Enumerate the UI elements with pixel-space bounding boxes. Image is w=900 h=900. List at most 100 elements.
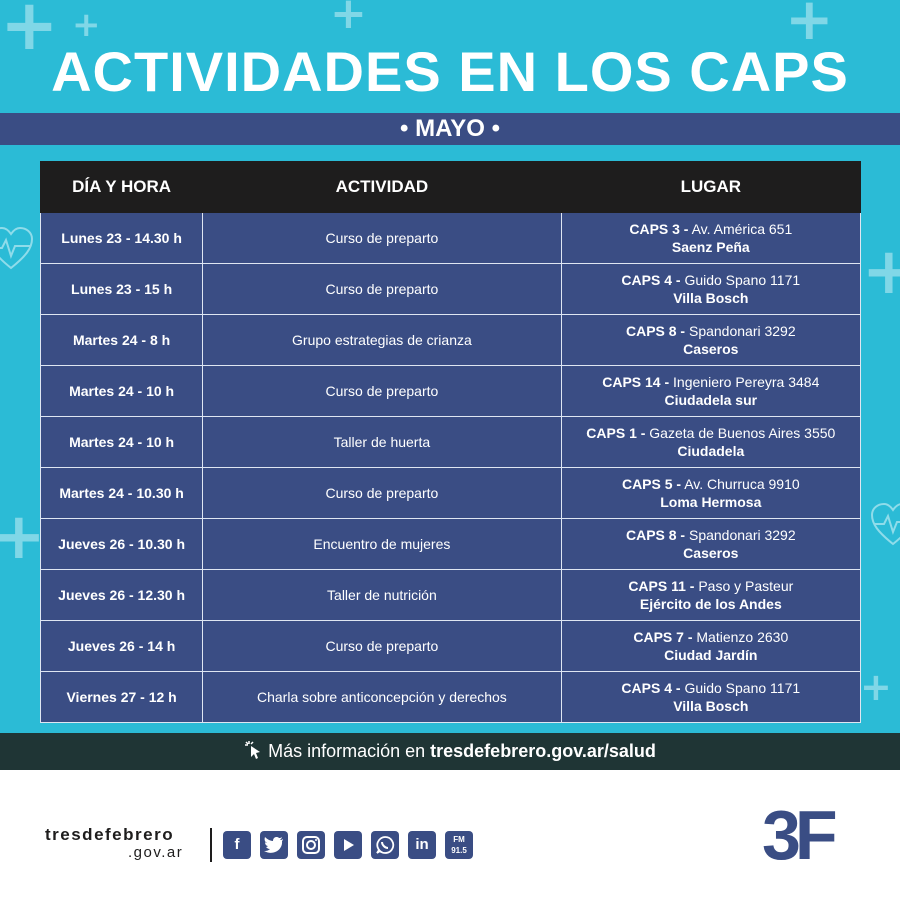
- info-link[interactable]: tresdefebrero.gov.ar/salud: [430, 741, 656, 761]
- cell-dia-hora: Lunes 23 - 14.30 h: [39, 212, 204, 264]
- table-header-row: DÍA Y HORA ACTIVIDAD LUGAR: [39, 161, 862, 213]
- info-prefix: Más información en: [268, 741, 431, 761]
- plus-decoration-icon: +: [862, 235, 900, 309]
- caps-address: Matienzo 2630: [696, 629, 789, 645]
- table-row: Martes 24 - 10 h Taller de huerta CAPS 1…: [39, 416, 862, 468]
- cell-dia-hora: Jueves 26 - 14 h: [39, 620, 204, 672]
- caps-number: CAPS 7 -: [633, 629, 693, 645]
- month-banner: [0, 113, 900, 145]
- table-row: Viernes 27 - 12 h Charla sobre anticonce…: [39, 671, 862, 723]
- cell-actividad: Curso de preparto: [202, 263, 562, 315]
- cell-actividad: Encuentro de mujeres: [202, 518, 562, 570]
- table-row: Martes 24 - 10.30 h Curso de preparto CA…: [39, 467, 862, 519]
- caps-number: CAPS 4 -: [621, 272, 681, 288]
- caps-address: Paso y Pasteur: [698, 578, 794, 594]
- caps-locality: Caseros: [683, 341, 739, 357]
- cell-actividad: Taller de nutrición: [202, 569, 562, 621]
- heart-pulse-icon: [870, 502, 900, 546]
- caps-number: CAPS 5 -: [621, 476, 682, 492]
- radio-fm-icon[interactable]: FM 91.5: [445, 831, 473, 859]
- table-row: Jueves 26 - 14 h Curso de preparto CAPS …: [39, 620, 862, 672]
- cell-lugar: CAPS 4 - Guido Spano 1171 Villa Bosch: [560, 263, 862, 315]
- brand-domain: .gov.ar: [128, 844, 184, 861]
- caps-locality: Villa Bosch: [673, 698, 749, 714]
- plus-decoration-icon: +: [330, 0, 367, 39]
- cell-lugar: CAPS 7 - Matienzo 2630 Ciudad Jardín: [560, 620, 862, 672]
- table-row: Martes 24 - 10 h Curso de preparto CAPS …: [39, 365, 862, 417]
- caps-number: CAPS 3 -: [629, 221, 689, 237]
- page-title: ACTIVIDADES EN LOS CAPS: [51, 40, 849, 103]
- month-label: • MAYO •: [400, 115, 500, 142]
- table-row: Martes 24 - 8 h Grupo estrategias de cri…: [39, 314, 862, 366]
- header-lugar: LUGAR: [560, 161, 862, 213]
- cell-dia-hora: Martes 24 - 10 h: [39, 416, 204, 468]
- cell-lugar: CAPS 4 - Guido Spano 1171 Villa Bosch: [560, 671, 862, 723]
- cell-dia-hora: Lunes 23 - 15 h: [39, 263, 204, 315]
- cell-dia-hora: Martes 24 - 8 h: [39, 314, 204, 366]
- caps-address: Spandonari 3292: [688, 527, 796, 543]
- plus-decoration-icon: +: [785, 0, 834, 53]
- cell-lugar: CAPS 3 - Av. América 651 Saenz Peña: [560, 212, 862, 264]
- cell-dia-hora: Jueves 26 - 12.30 h: [39, 569, 204, 621]
- caps-number: CAPS 4 -: [621, 680, 681, 696]
- brand-name: tresdefebrero: [45, 825, 175, 844]
- caps-locality: Ejército de los Andes: [639, 596, 782, 612]
- click-pointer-icon: [245, 741, 261, 759]
- cell-actividad: Curso de preparto: [202, 212, 562, 264]
- caps-locality: Villa Bosch: [673, 290, 749, 306]
- header-actividad: ACTIVIDAD: [202, 161, 562, 213]
- cell-actividad: Grupo estrategias de crianza: [202, 314, 562, 366]
- plus-decoration-icon: +: [860, 665, 892, 709]
- cell-lugar: CAPS 11 - Paso y Pasteur Ejército de los …: [560, 569, 862, 621]
- twitter-icon[interactable]: [260, 831, 288, 859]
- caps-locality: Saenz Peña: [671, 239, 750, 255]
- instagram-icon[interactable]: [297, 831, 325, 859]
- cell-dia-hora: Martes 24 - 10.30 h: [39, 467, 204, 519]
- caps-address: Av. Churruca 9910: [684, 476, 800, 492]
- caps-address: Guido Spano 1171: [684, 272, 801, 288]
- cell-actividad: Curso de preparto: [202, 620, 562, 672]
- caps-number: CAPS 8 -: [625, 527, 686, 543]
- cell-lugar: CAPS 14 - Ingeniero Pereyra 3484 Ciudadel…: [560, 365, 862, 417]
- cell-lugar: CAPS 5 - Av. Churruca 9910 Loma Hermosa: [560, 467, 862, 519]
- cell-dia-hora: Martes 24 - 10 h: [39, 365, 204, 417]
- cell-actividad: Curso de preparto: [202, 365, 562, 417]
- cell-lugar: CAPS 8 - Spandonari 3292 Caseros: [560, 314, 862, 366]
- cell-dia-hora: Jueves 26 - 10.30 h: [39, 518, 204, 570]
- heart-pulse-icon: [0, 226, 34, 270]
- caps-locality: Caseros: [683, 545, 739, 561]
- cell-actividad: Taller de huerta: [202, 416, 562, 468]
- linkedin-icon[interactable]: in: [408, 831, 436, 859]
- caps-locality: Ciudad Jardín: [664, 647, 758, 663]
- caps-address: Ingeniero Pereyra 3484: [673, 374, 820, 390]
- facebook-icon[interactable]: f: [223, 831, 251, 859]
- caps-address: Spandonari 3292: [688, 323, 796, 339]
- footer-divider: [210, 828, 212, 862]
- cell-lugar: CAPS 1 - Gazeta de Buenos Aires 3550 Ciud…: [560, 416, 862, 468]
- caps-number: CAPS 8 -: [625, 323, 686, 339]
- youtube-icon[interactable]: [334, 831, 362, 859]
- caps-address: Av. América 651: [691, 221, 793, 237]
- header-dia-hora: DÍA Y HORA: [39, 161, 204, 213]
- table-body: Lunes 23 - 14.30 h Curso de preparto CAP…: [39, 212, 862, 723]
- activities-table: DÍA Y HORA ACTIVIDAD LUGAR Lunes 23 - 14…: [39, 161, 862, 723]
- info-text: Más información en tresdefebrero.gov.ar/…: [0, 733, 900, 770]
- info-bar: [0, 733, 900, 770]
- plus-decoration-icon: +: [0, 0, 59, 66]
- whatsapp-icon[interactable]: [371, 831, 399, 859]
- caps-number: CAPS 14 -: [602, 374, 670, 390]
- caps-locality: Loma Hermosa: [660, 494, 762, 510]
- cell-lugar: CAPS 8 - Spandonari 3292 Caseros: [560, 518, 862, 570]
- cell-actividad: Curso de preparto: [202, 467, 562, 519]
- caps-address: Guido Spano 1171: [684, 680, 801, 696]
- caps-number: CAPS 1 -: [586, 425, 646, 441]
- cell-actividad: Charla sobre anticoncepción y derechos: [202, 671, 562, 723]
- table-row: Lunes 23 - 14.30 h Curso de preparto CAP…: [39, 212, 862, 264]
- caps-number: CAPS 11 -: [628, 578, 695, 594]
- table-row: Jueves 26 - 12.30 h Taller de nutrición …: [39, 569, 862, 621]
- plus-decoration-icon: +: [0, 500, 46, 574]
- caps-locality: Ciudadela sur: [664, 392, 758, 408]
- 3f-logo: 3F: [762, 796, 838, 874]
- table-row: Lunes 23 - 15 h Curso de preparto CAPS 4…: [39, 263, 862, 315]
- plus-decoration-icon: +: [72, 5, 101, 45]
